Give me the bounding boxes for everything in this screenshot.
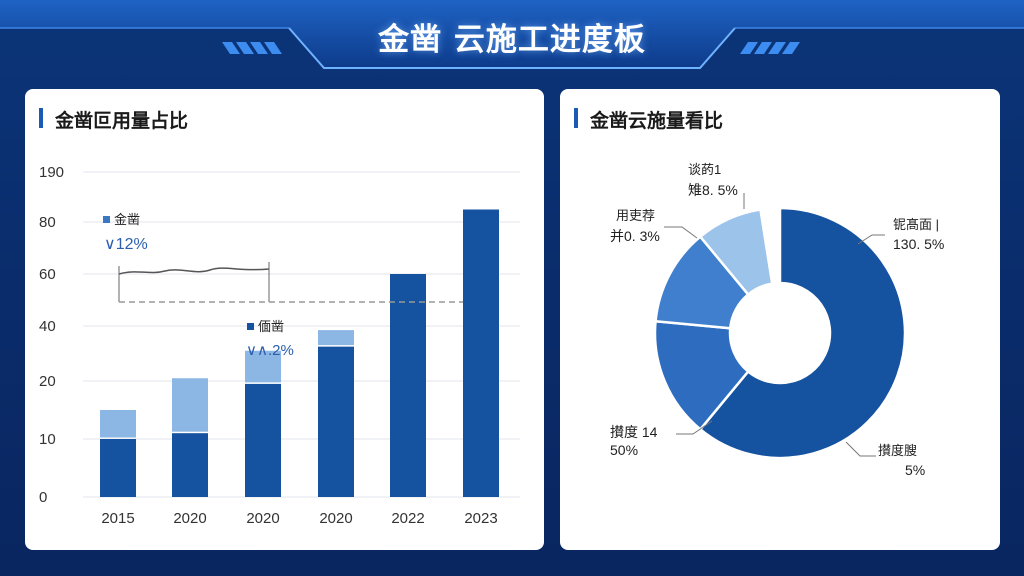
leader-line — [676, 420, 713, 435]
x-tick-label: 2023 — [464, 510, 497, 527]
bar-segment-dark — [390, 274, 426, 497]
pie-slice — [653, 319, 750, 432]
annotation-label: 金凿 — [114, 212, 140, 228]
slice-value: 并0. 3% — [610, 228, 660, 244]
pie-chart-title: 金凿云施量看比 — [574, 106, 723, 133]
y-tick-label: 40 — [39, 318, 56, 335]
bar-segment-dark — [245, 383, 281, 497]
header-frame — [0, 0, 1024, 69]
y-tick-label: 60 — [39, 266, 56, 283]
bar-chart-title: 金凿叵用量占比 — [39, 106, 188, 133]
y-tick-label: 80 — [39, 214, 56, 231]
leader-line — [845, 441, 876, 457]
y-tick-label: 0 — [39, 489, 47, 506]
x-tick-label: 2022 — [391, 510, 424, 527]
bar-segment-dark — [463, 209, 499, 497]
y-tick-label: 10 — [39, 431, 56, 448]
bar-segment-dark — [100, 439, 136, 497]
pie-slice — [698, 206, 907, 460]
x-tick-label: 2020 — [246, 510, 279, 527]
leader-line — [664, 226, 698, 239]
bar-segment-light — [318, 330, 354, 346]
bar-segment-light — [172, 378, 208, 432]
leader-line — [857, 234, 885, 245]
bar-chart: 0 10 20 40 60 80 190 2015 2020 2020 2020 2022 2023 金凿… — [39, 164, 520, 527]
slice-value: 5% — [905, 462, 925, 478]
bar-chart-panel: 金凿叵用量占比 0 10 20 40 60 80 190 2015 2020 2020 2020 20… — [25, 89, 544, 550]
bar-segment-light — [245, 350, 281, 383]
x-tick-label: 2015 — [101, 510, 134, 527]
slice-label: 谈菂1 — [688, 162, 721, 177]
pie-slice — [698, 208, 774, 297]
trend-line — [118, 267, 270, 275]
slice-label: 用吏荐 — [616, 208, 655, 223]
bar-segment-dark — [318, 346, 354, 497]
slice-value: 50% — [610, 442, 638, 458]
slice-value: 130. 5% — [893, 236, 944, 252]
slice-value: 雉8. 5% — [688, 182, 738, 198]
bar-segment-dark — [172, 433, 208, 497]
header-bar: 金凿 云施工进度板 — [0, 0, 1024, 76]
annotation-marker — [247, 323, 254, 330]
slice-label: 攅度膄 — [878, 443, 917, 458]
annotation-label: 偭凿 — [258, 320, 284, 335]
annotation-value: ∨∧.2% — [246, 342, 294, 359]
y-tick-label: 20 — [39, 373, 56, 390]
annotation-value: ∨12% — [104, 236, 148, 253]
x-tick-label: 2020 — [319, 510, 352, 527]
slice-label: 铌髙面 | — [893, 217, 939, 232]
slice-label: 攅度 14 — [610, 424, 658, 440]
x-tick-label: 2020 — [173, 510, 206, 527]
bar-segment-light — [100, 410, 136, 438]
y-tick-label: 190 — [39, 164, 64, 181]
annotation-marker — [103, 216, 110, 223]
header-stripes-right — [740, 42, 800, 54]
page-title: 金凿 云施工进度板 — [378, 22, 646, 58]
header-stripes-left — [222, 42, 282, 54]
pie-chart-panel: 金凿云施量看比 铌髙面 | 130. 5% 攅度 14 50% 用吏荐并0. 3% 谈菂1… — [560, 89, 1000, 550]
